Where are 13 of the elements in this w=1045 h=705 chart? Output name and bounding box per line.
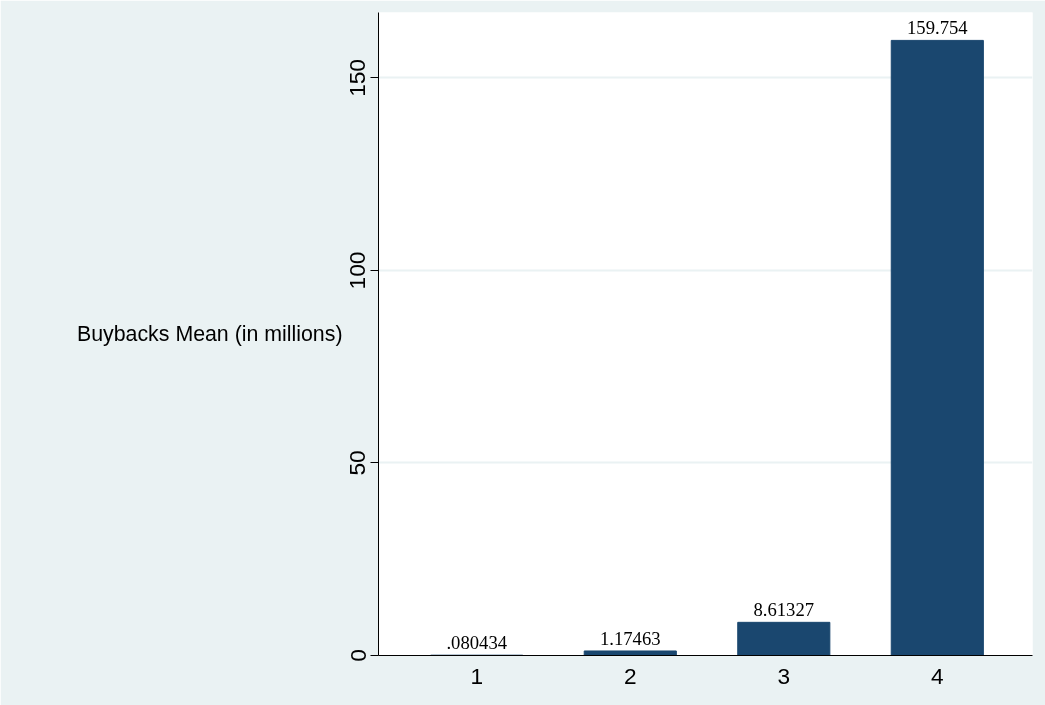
data-label: 159.754 bbox=[907, 17, 969, 39]
y-tick-label: 100 bbox=[344, 251, 371, 290]
data-label: .080434 bbox=[446, 632, 508, 654]
data-label: 1.17463 bbox=[599, 627, 661, 649]
y-axis-title: Buybacks Mean (in millions) bbox=[76, 322, 343, 346]
x-tick-label: 4 bbox=[931, 662, 944, 689]
y-tick-label: 50 bbox=[344, 450, 371, 476]
y-tick-label: 0 bbox=[344, 649, 371, 662]
data-label: 8.61327 bbox=[753, 599, 815, 621]
x-tick-label: 3 bbox=[777, 662, 791, 689]
x-tick-label: 2 bbox=[623, 662, 637, 689]
x-tick-label: 1 bbox=[470, 662, 484, 689]
y-tick-label: 150 bbox=[344, 59, 371, 97]
